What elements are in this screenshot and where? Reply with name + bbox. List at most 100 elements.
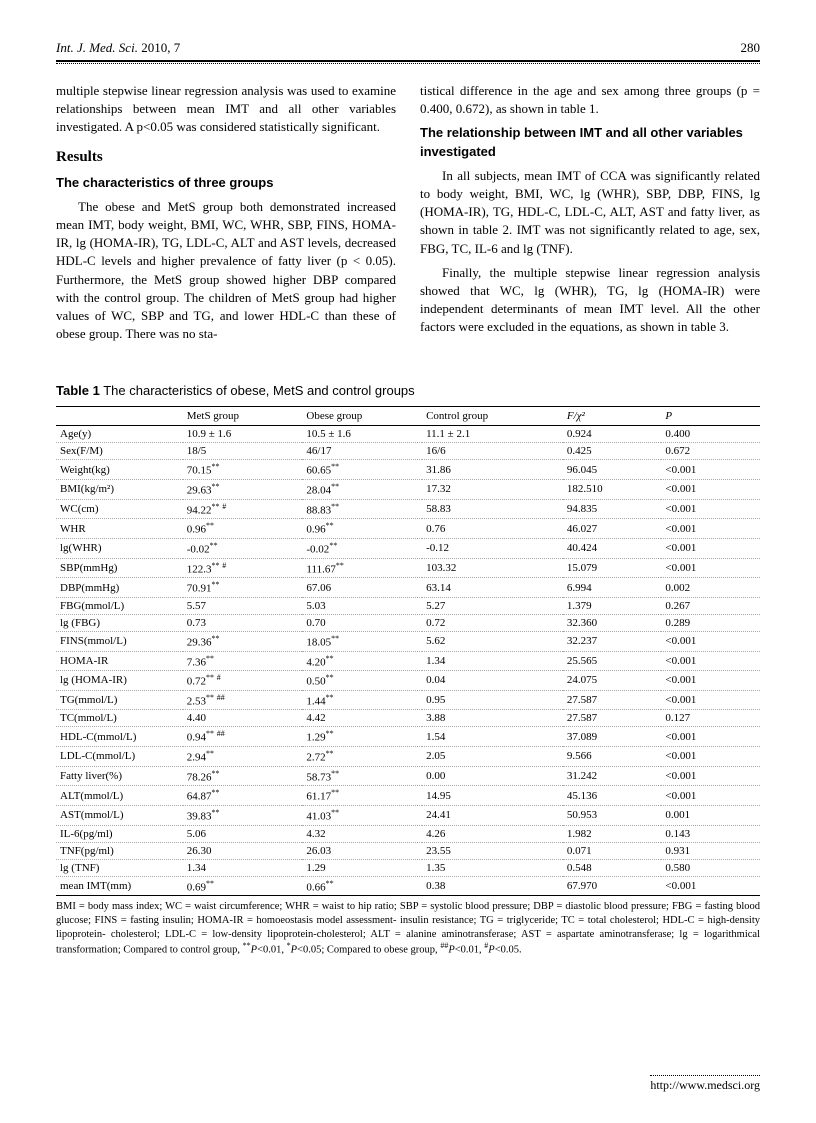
cell-mets: 26.30: [183, 842, 303, 859]
cell-obese: 111.67**: [302, 558, 422, 578]
characteristics-table: MetS group Obese group Control group F/χ…: [56, 406, 760, 896]
table-row: Weight(kg)70.15**60.65**31.8696.045<0.00…: [56, 460, 760, 480]
cell-obese: 41.03**: [302, 806, 422, 826]
cell-control: 5.27: [422, 597, 563, 614]
cell-control: 14.95: [422, 786, 563, 806]
cell-control: 24.41: [422, 806, 563, 826]
left-column: multiple stepwise linear regression anal…: [56, 82, 396, 349]
cell-p: 0.267: [661, 597, 760, 614]
cell-f: 32.360: [563, 614, 662, 631]
cell-mets: 29.63**: [183, 479, 303, 499]
cell-f: 45.136: [563, 786, 662, 806]
cell-f: 96.045: [563, 460, 662, 480]
table-num: Table 1: [56, 383, 100, 398]
cell-f: 27.587: [563, 710, 662, 727]
year-vol: 2010, 7: [141, 40, 180, 55]
cell-f: 37.089: [563, 727, 662, 747]
cell-obese: 61.17**: [302, 786, 422, 806]
table-row: lg (TNF)1.341.291.350.5480.580: [56, 859, 760, 876]
body-columns: multiple stepwise linear regression anal…: [56, 82, 760, 349]
cell-label: Fatty liver(%): [56, 766, 183, 786]
cell-mets: 18/5: [183, 443, 303, 460]
cell-f: 50.953: [563, 806, 662, 826]
cell-control: 0.95: [422, 690, 563, 710]
table-row: TG(mmol/L)2.53** ##1.44**0.9527.587<0.00…: [56, 690, 760, 710]
cell-p: 0.002: [661, 578, 760, 598]
cell-f: 94.835: [563, 499, 662, 519]
cell-f: 0.071: [563, 842, 662, 859]
table-row: SBP(mmHg)122.3** #111.67**103.3215.079<0…: [56, 558, 760, 578]
th-1: MetS group: [183, 407, 303, 426]
journal-name: Int. J. Med. Sci.: [56, 40, 138, 55]
cell-mets: 70.91**: [183, 578, 303, 598]
cell-p: <0.001: [661, 690, 760, 710]
cell-p: <0.001: [661, 499, 760, 519]
page-footer: http://www.medsci.org: [650, 1075, 760, 1093]
cell-label: TNF(pg/ml): [56, 842, 183, 859]
cell-p: <0.001: [661, 766, 760, 786]
table-row: WHR0.96**0.96**0.7646.027<0.001: [56, 519, 760, 539]
left-p1: multiple stepwise linear regression anal…: [56, 82, 396, 137]
table-row: FBG(mmol/L)5.575.035.271.3790.267: [56, 597, 760, 614]
cell-control: 58.83: [422, 499, 563, 519]
cell-p: <0.001: [661, 786, 760, 806]
cell-control: 23.55: [422, 842, 563, 859]
cell-f: 24.075: [563, 671, 662, 691]
cell-obese: 28.04**: [302, 479, 422, 499]
cell-label: WC(cm): [56, 499, 183, 519]
cell-label: lg (HOMA-IR): [56, 671, 183, 691]
cell-mets: 0.69**: [183, 876, 303, 896]
page-header: Int. J. Med. Sci. 2010, 7 280: [56, 40, 760, 56]
table-row: HOMA-IR7.36**4.20**1.3425.565<0.001: [56, 651, 760, 671]
table-row: lg (FBG)0.730.700.7232.3600.289: [56, 614, 760, 631]
right-p3: Finally, the multiple stepwise linear re…: [420, 264, 760, 337]
cell-mets: 78.26**: [183, 766, 303, 786]
cell-p: <0.001: [661, 460, 760, 480]
cell-label: FINS(mmol/L): [56, 631, 183, 651]
cell-label: SBP(mmHg): [56, 558, 183, 578]
cell-control: 11.1 ± 2.1: [422, 426, 563, 443]
cell-obese: 4.20**: [302, 651, 422, 671]
cell-f: 32.237: [563, 631, 662, 651]
cell-label: DBP(mmHg): [56, 578, 183, 598]
cell-p: <0.001: [661, 538, 760, 558]
cell-p: <0.001: [661, 671, 760, 691]
cell-control: 0.76: [422, 519, 563, 539]
cell-obese: 26.03: [302, 842, 422, 859]
cell-control: 0.72: [422, 614, 563, 631]
cell-obese: 1.44**: [302, 690, 422, 710]
table-row: mean IMT(mm)0.69**0.66**0.3867.970<0.001: [56, 876, 760, 896]
cell-obese: 4.42: [302, 710, 422, 727]
cell-obese: 10.5 ± 1.6: [302, 426, 422, 443]
cell-f: 67.970: [563, 876, 662, 896]
cell-obese: -0.02**: [302, 538, 422, 558]
table-row: lg (HOMA-IR)0.72** #0.50**0.0424.075<0.0…: [56, 671, 760, 691]
table-row: LDL-C(mmol/L)2.94**2.72**2.059.566<0.001: [56, 747, 760, 767]
cell-obese: 0.70: [302, 614, 422, 631]
cell-p: <0.001: [661, 876, 760, 896]
cell-mets: 64.87**: [183, 786, 303, 806]
cell-label: lg(WHR): [56, 538, 183, 558]
cell-p: 0.143: [661, 825, 760, 842]
cell-mets: 0.72** #: [183, 671, 303, 691]
table-row: TC(mmol/L)4.404.423.8827.5870.127: [56, 710, 760, 727]
cell-p: <0.001: [661, 651, 760, 671]
cell-label: BMI(kg/m²): [56, 479, 183, 499]
table-title: The characteristics of obese, MetS and c…: [100, 383, 415, 398]
cell-f: 0.548: [563, 859, 662, 876]
cell-p: <0.001: [661, 558, 760, 578]
cell-p: 0.127: [661, 710, 760, 727]
cell-p: 0.931: [661, 842, 760, 859]
results-heading: Results: [56, 147, 396, 168]
cell-mets: -0.02**: [183, 538, 303, 558]
cell-control: 3.88: [422, 710, 563, 727]
subhead-relationship: The relationship between IMT and all oth…: [420, 124, 760, 160]
cell-obese: 2.72**: [302, 747, 422, 767]
cell-f: 6.994: [563, 578, 662, 598]
cell-control: 16/6: [422, 443, 563, 460]
table-row: Sex(F/M)18/546/1716/60.4250.672: [56, 443, 760, 460]
cell-obese: 4.32: [302, 825, 422, 842]
cell-p: <0.001: [661, 747, 760, 767]
left-p2: The obese and MetS group both demonstrat…: [56, 198, 396, 344]
cell-mets: 5.06: [183, 825, 303, 842]
